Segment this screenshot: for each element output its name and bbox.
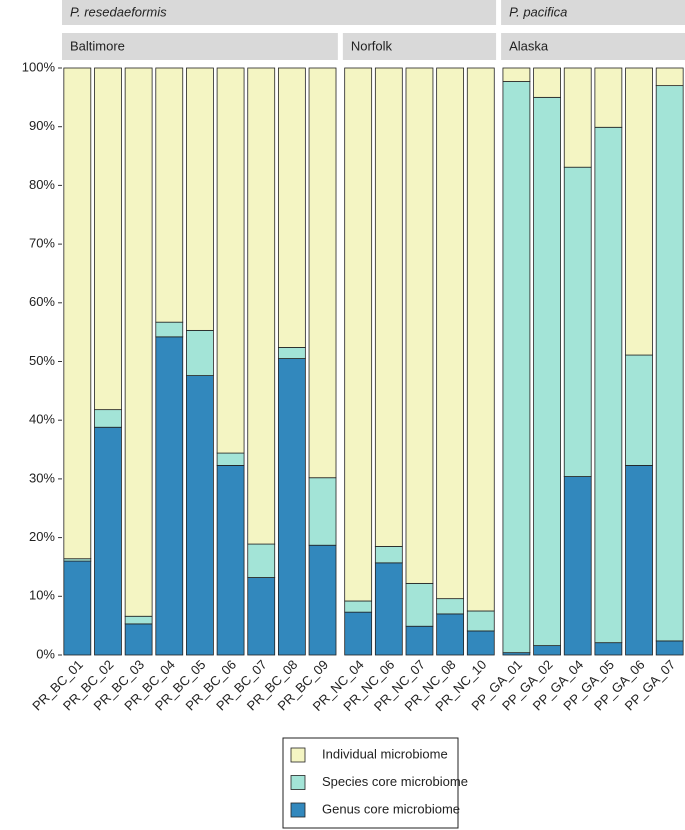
bar-segment xyxy=(436,613,465,656)
bar-segment xyxy=(344,611,373,656)
bar-segment xyxy=(247,543,276,578)
bar-segment xyxy=(186,329,214,376)
legend-swatch xyxy=(290,775,306,790)
bar-segment xyxy=(374,546,403,564)
bar-segment xyxy=(466,630,495,656)
bar-segment xyxy=(436,67,465,600)
bar-segment xyxy=(594,67,623,128)
y-tick-label: 50% xyxy=(29,353,55,368)
bar-segment xyxy=(216,67,245,454)
bar-segment xyxy=(247,577,276,656)
legend-swatch xyxy=(290,747,306,763)
bar-segment xyxy=(466,610,495,632)
bar-segment xyxy=(308,477,337,546)
bar-segment xyxy=(625,67,653,356)
bar-segment xyxy=(124,615,153,625)
bar-segment xyxy=(405,625,434,656)
y-tick-label: 20% xyxy=(29,529,55,544)
y-tick-label: 0% xyxy=(36,646,55,661)
bar-segment xyxy=(124,623,153,656)
bar-segment xyxy=(216,464,245,656)
bar-segment xyxy=(94,409,122,428)
legend-label: Individual microbiome xyxy=(322,746,448,761)
bar-segment xyxy=(94,67,122,411)
y-tick-label: 60% xyxy=(29,294,55,309)
panel-strip xyxy=(501,33,685,60)
bar-segment xyxy=(63,67,92,560)
bar-segment xyxy=(533,96,561,647)
y-tick-label: 70% xyxy=(29,236,55,251)
bar-segment xyxy=(277,358,306,656)
bar-segment xyxy=(344,600,373,613)
panel-label: Alaska xyxy=(509,38,549,53)
bar-segment xyxy=(308,544,337,656)
bar-segment xyxy=(155,67,184,323)
bar-segment xyxy=(533,67,561,98)
facet-label: P. pacifica xyxy=(509,4,567,19)
y-tick-label: 80% xyxy=(29,177,55,192)
legend-box xyxy=(282,737,459,829)
bar-segment xyxy=(655,640,684,656)
y-tick-label: 90% xyxy=(29,118,55,133)
bar-segment xyxy=(277,347,306,359)
bar-segment xyxy=(625,464,653,656)
bar-segment xyxy=(655,85,684,642)
bar-segment xyxy=(625,354,653,466)
bar-segment xyxy=(563,166,592,477)
bar-segment xyxy=(655,67,684,87)
bar-segment xyxy=(124,67,153,617)
legend-label: Genus core microbiome xyxy=(322,801,460,816)
bar-segment xyxy=(308,67,337,479)
bar-segment xyxy=(594,642,623,656)
y-tick-label: 40% xyxy=(29,412,55,427)
facet-strip xyxy=(62,0,497,25)
panel-label: Norfolk xyxy=(351,38,393,53)
bar-segment xyxy=(186,67,214,331)
panel-strip xyxy=(342,33,497,60)
bar-segment xyxy=(466,67,495,612)
bar-segment xyxy=(63,560,92,656)
legend-label: Species core microbiome xyxy=(322,774,468,789)
bar-segment xyxy=(277,67,306,348)
bar-segment xyxy=(405,67,434,584)
bar-segment xyxy=(563,67,592,168)
bar-segment xyxy=(533,645,561,656)
bar-segment xyxy=(374,562,403,656)
bar-segment xyxy=(563,476,592,656)
bar-segment xyxy=(155,321,184,338)
bar-segment xyxy=(594,126,623,644)
facet-strip xyxy=(501,0,685,25)
y-tick-label: 10% xyxy=(29,588,55,603)
bar-segment xyxy=(344,67,373,602)
facet-label: P. resedaeformis xyxy=(70,4,167,19)
y-tick-label: 100% xyxy=(22,59,56,74)
bar-segment xyxy=(502,67,531,82)
bar-segment xyxy=(186,375,214,656)
bar-segment xyxy=(436,598,465,615)
y-tick-label: 30% xyxy=(29,470,55,485)
bar-segment xyxy=(94,426,122,656)
bar-segment xyxy=(502,81,531,654)
panel-strip xyxy=(62,33,338,60)
bar-segment xyxy=(405,582,434,627)
bar-segment xyxy=(247,67,276,545)
panel-label: Baltimore xyxy=(70,38,125,53)
legend-swatch xyxy=(290,802,306,818)
bar-segment xyxy=(155,336,184,656)
bar-segment xyxy=(374,67,403,547)
bar-segment xyxy=(216,452,245,466)
